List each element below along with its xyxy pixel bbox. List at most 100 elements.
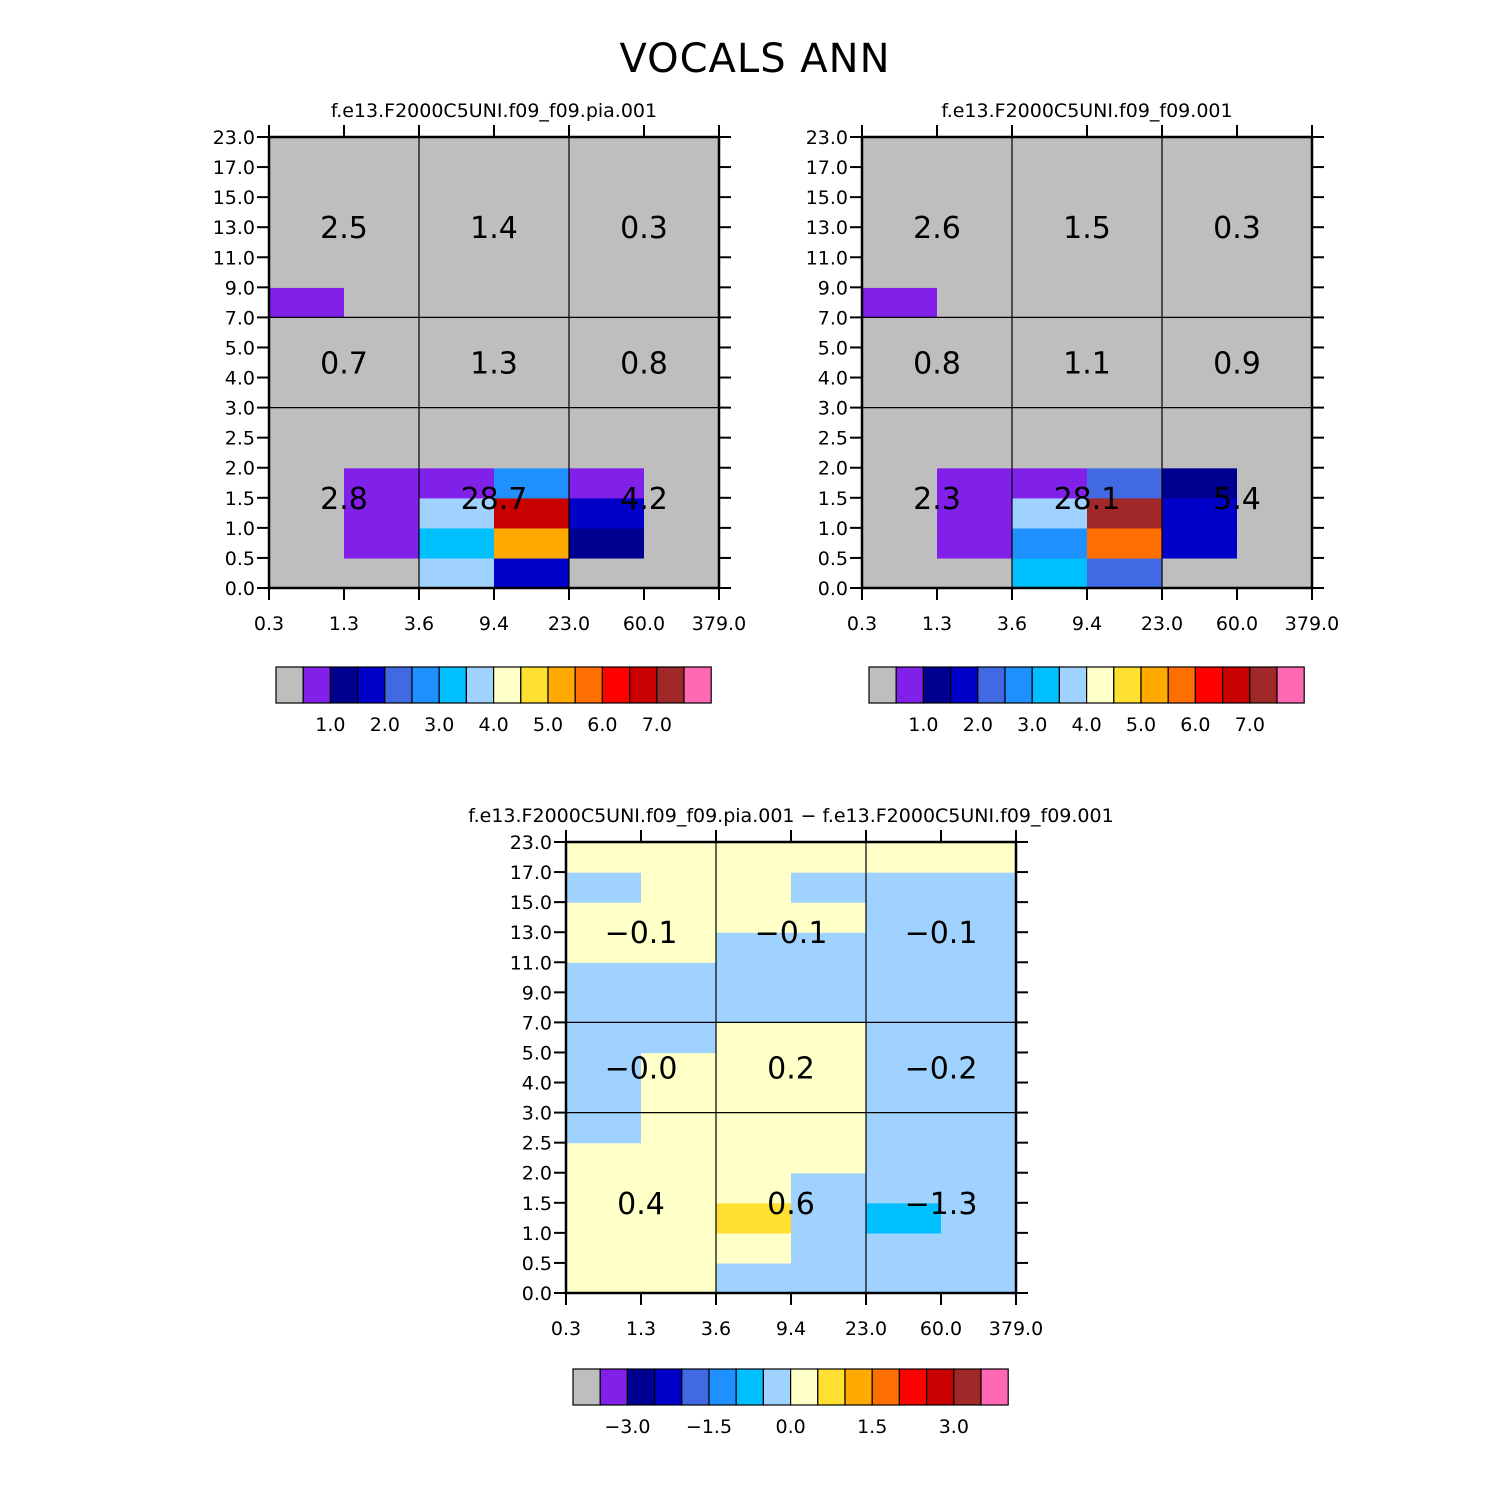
panel-title: f.e13.F2000C5UNI.f09_f09.pia.001	[331, 100, 657, 122]
group-value-label: 2.6	[913, 211, 961, 246]
colorbar-swatch	[1113, 666, 1142, 704]
y-tick-label: 15.0	[213, 187, 255, 209]
heatmap-cell	[269, 287, 345, 318]
heatmap-cell	[269, 197, 345, 228]
colorbar-swatch	[1249, 666, 1278, 704]
colorbar: 1.0 2.0 3.0 4.0 5.0 6.0 7.0	[275, 666, 712, 736]
heatmap-cell	[344, 557, 420, 589]
heatmap-cell	[644, 167, 720, 198]
heatmap-cell	[1012, 347, 1088, 379]
group-value-label: 0.7	[320, 347, 368, 382]
y-tick-label: 4.0	[225, 368, 255, 390]
colorbar-label: 6.0	[587, 714, 617, 736]
colorbar-swatch	[895, 666, 925, 704]
y-tick-label: 17.0	[510, 862, 552, 884]
heatmap-cells	[566, 842, 1017, 1294]
heatmap-cell	[941, 992, 1017, 1023]
colorbar-swatch	[789, 1368, 819, 1406]
group-value-label: 0.6	[767, 1187, 815, 1222]
y-tick-label: 5.0	[818, 337, 848, 359]
heatmap-cell	[641, 1142, 717, 1174]
colorbar-swatch	[1085, 666, 1115, 704]
heatmap-cell	[1012, 227, 1088, 258]
heatmap-cell	[862, 527, 938, 559]
colorbar-swatch	[384, 666, 413, 704]
colorbar-swatch	[656, 666, 685, 704]
y-tick-label: 7.0	[818, 307, 848, 329]
heatmap-cell	[569, 287, 645, 318]
heatmap-cell	[641, 1232, 717, 1264]
heatmap-cell	[866, 1052, 942, 1084]
heatmap-cell	[494, 227, 570, 258]
y-tick-label: 2.5	[818, 428, 848, 450]
heatmap-cell	[644, 317, 720, 349]
heatmap-cell	[941, 872, 1017, 903]
colorbar-swatch	[1004, 666, 1033, 704]
colorbar-label: 3.0	[939, 1416, 969, 1438]
group-value-label: 2.5	[320, 211, 368, 246]
colorbar-swatch	[868, 666, 897, 704]
heatmap-cell	[862, 257, 938, 288]
heatmap-cell	[862, 347, 938, 379]
heatmap-cell	[641, 842, 717, 873]
heatmap-cell	[866, 902, 942, 933]
heatmap-cell	[419, 317, 495, 349]
heatmap-cell	[1012, 197, 1088, 228]
heatmap-cell	[866, 1082, 942, 1114]
panel-title: f.e13.F2000C5UNI.f09_f09.pia.001 − f.e13…	[468, 805, 1113, 827]
colorbar-swatch	[953, 1368, 982, 1406]
colorbar-swatch	[1276, 666, 1305, 704]
y-tick-label: 2.0	[225, 458, 255, 480]
heatmap-cell	[866, 1112, 942, 1144]
heatmap-cell	[941, 1082, 1017, 1114]
x-tick-label: 379.0	[692, 613, 746, 635]
colorbar-swatch	[844, 1368, 873, 1406]
heatmap-cell	[866, 842, 942, 873]
heatmap-cell	[269, 167, 345, 198]
heatmap-cell	[494, 557, 570, 589]
group-value-label: 4.2	[620, 482, 668, 517]
heatmap-cell	[791, 1052, 867, 1084]
group-value-label: −0.1	[605, 916, 678, 951]
colorbar-swatch	[329, 666, 359, 704]
group-value-label: 0.9	[1213, 347, 1261, 382]
colorbar-label: 3.0	[1017, 714, 1047, 736]
heatmap-cell	[566, 1142, 642, 1174]
heatmap-cell	[419, 527, 495, 559]
heatmap-cell	[419, 287, 495, 318]
colorbar-label: 5.0	[1126, 714, 1156, 736]
heatmap-cell	[1162, 227, 1238, 258]
heatmap-cell	[269, 437, 345, 469]
heatmap-cell	[569, 227, 645, 258]
group-value-label: 1.4	[470, 211, 518, 246]
group-value-label: 5.4	[1213, 482, 1261, 517]
heatmap-cell	[494, 167, 570, 198]
y-tick-label: 1.0	[225, 518, 255, 540]
y-tick-label: 4.0	[818, 368, 848, 390]
heatmap-cell	[419, 347, 495, 379]
y-tick-label: 0.0	[225, 578, 255, 600]
heatmap-cell	[1087, 437, 1163, 469]
colorbar-swatch	[1140, 666, 1169, 704]
y-tick-label: 1.5	[818, 488, 848, 510]
heatmap-cell	[566, 1052, 642, 1084]
heatmap-cell	[716, 842, 792, 873]
colorbar-swatch	[520, 666, 549, 704]
heatmap-cell	[569, 467, 645, 499]
y-tick-label: 11.0	[806, 247, 848, 269]
colorbar-label: 2.0	[370, 714, 400, 736]
y-tick-label: 11.0	[510, 952, 552, 974]
heatmap-cell	[569, 347, 645, 379]
colorbar-swatch	[302, 666, 332, 704]
heatmap-cell	[941, 1262, 1017, 1294]
x-tick-label: 379.0	[1285, 613, 1339, 635]
heatmap-cell	[419, 197, 495, 228]
heatmap-cell	[862, 557, 938, 589]
group-value-label: −0.1	[905, 916, 978, 951]
colorbar-label: 0.0	[775, 1416, 805, 1438]
heatmap-cell	[569, 197, 645, 228]
heatmap-cell	[716, 932, 792, 963]
colorbar-label: 1.0	[908, 714, 938, 736]
panels: f.e13.F2000C5UNI.f09_f09.pia.001 0.0 0.5 1.…	[213, 100, 1340, 1438]
heatmap-cell	[791, 992, 867, 1023]
